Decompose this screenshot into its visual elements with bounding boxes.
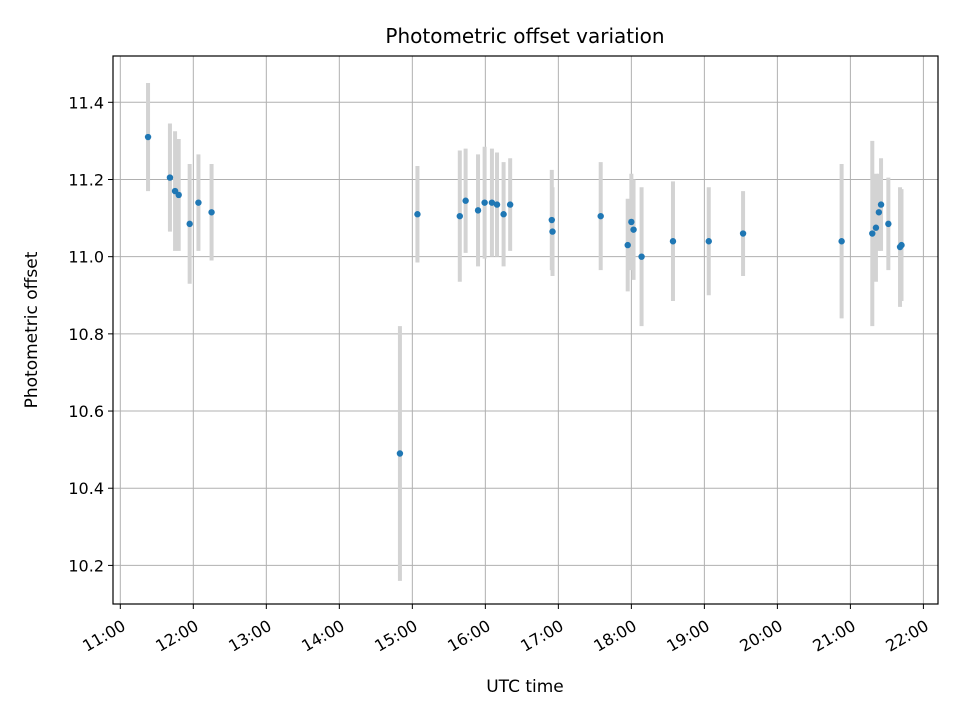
x-tick-label: 15:00 [371,616,420,656]
y-tick-label: 10.2 [68,556,104,575]
y-tick-label: 10.6 [68,402,104,421]
x-axis-label: UTC time [486,677,564,697]
chart-title: Photometric offset variation [385,24,664,48]
data-point [872,224,880,231]
data-point [549,228,556,235]
x-tick-label: 19:00 [663,616,712,656]
data-point [506,201,514,208]
x-tick-label: 11:00 [79,616,128,656]
data-point [414,211,421,218]
data-point [624,241,631,249]
data-point [548,216,555,224]
x-tick-label: 18:00 [590,616,639,656]
data-points [144,133,905,457]
data-point [875,209,883,216]
x-axis-ticks: 11:00 12:00 13:00 14:00 15:00 16:00 17:00 18:00… [79,604,932,656]
data-point [474,207,482,214]
data-point [195,199,202,206]
x-tick-label: 13:00 [225,616,274,656]
data-point [628,218,635,226]
data-point [898,241,905,249]
y-axis-ticks: 10.2 10.4 10.6 10.8 11.0 11.2 11.4 [68,93,113,575]
data-point [493,201,501,208]
data-point [705,238,712,245]
x-tick-label: 16:00 [444,616,493,656]
grid [113,56,938,604]
x-tick-label: 12:00 [152,616,201,656]
data-point [175,191,182,199]
y-tick-label: 10.8 [68,325,104,344]
data-point [481,199,488,206]
data-point [877,201,885,208]
data-point [208,209,215,216]
data-point [838,238,845,245]
plot-area-frame [112,55,939,605]
x-tick-label: 22:00 [882,616,931,656]
data-point [166,174,174,181]
y-tick-label: 11.2 [68,170,104,189]
data-point [739,230,747,237]
y-tick-label: 11.0 [68,248,104,267]
data-point [462,197,469,204]
error-bars [146,83,904,581]
data-point [869,230,876,237]
y-axis-label: Photometric offset [22,251,42,408]
data-point [669,238,677,245]
x-tick-label: 17:00 [517,616,566,656]
data-point [630,226,637,233]
data-point [638,253,645,260]
data-point [500,211,507,218]
x-tick-label: 21:00 [809,616,858,656]
x-tick-label: 20:00 [736,616,785,656]
y-tick-label: 10.4 [68,479,104,498]
y-tick-label: 11.4 [68,93,104,112]
data-point [144,133,152,141]
x-tick-label: 14:00 [298,616,347,656]
data-point [488,199,496,206]
data-point [456,212,463,220]
data-point [396,450,404,457]
data-point [597,212,604,220]
data-point [885,220,892,228]
data-point [186,220,193,228]
